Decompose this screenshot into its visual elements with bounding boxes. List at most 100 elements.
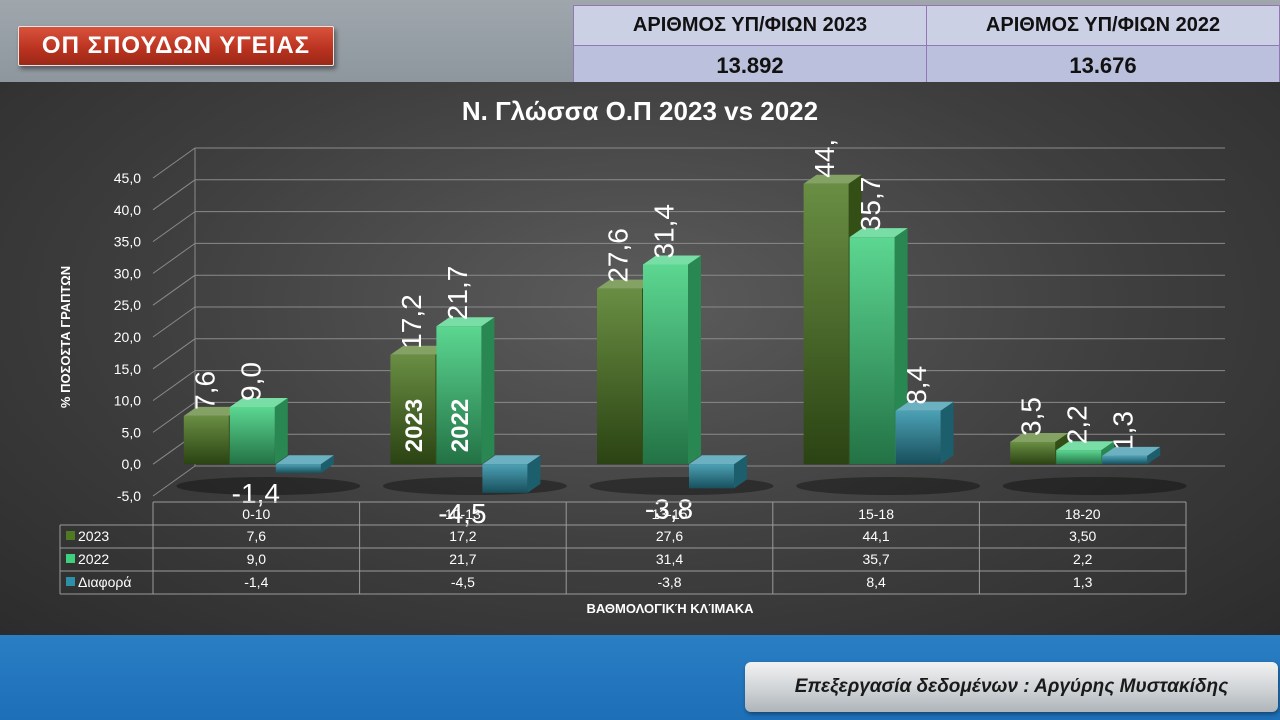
x-axis-label: ΒΑΘΜΟΛΟΓΙΚΉ ΚΛΊΜΑΚΑ [587, 601, 755, 616]
bar-top [1102, 446, 1161, 456]
table-cell: 21,7 [449, 551, 476, 567]
bar-top [390, 345, 449, 355]
bar-top [482, 455, 541, 465]
x-tick-label: 18-20 [1065, 506, 1101, 522]
bar-top [643, 255, 701, 265]
candidates-table: ΑΡΙΘΜΟΣ ΥΠ/ΦΙΩΝ 2023 ΑΡΙΘΜΟΣ ΥΠ/ΦΙΩΝ 202… [573, 5, 1280, 86]
bar-top [275, 455, 334, 465]
bar-side [320, 455, 334, 474]
bar [229, 406, 275, 465]
data-label: 1,3 [1108, 411, 1139, 450]
subject-badge: ΟΠ ΣΠΟΥΔΩΝ ΥΓΕΙΑΣ [18, 26, 334, 66]
bar-shadow [176, 477, 361, 495]
bar [390, 354, 436, 465]
gridline-depth [152, 274, 196, 306]
legend-entry: 2022 [78, 551, 109, 567]
bar-side [481, 317, 495, 465]
x-tick-label: 15-18 [858, 506, 894, 522]
legend-swatch [66, 554, 75, 563]
chart-panel: 45,0 40,0 35,0 30,0 25,0 20,0 15,0 10,0 5,0 0,0 -5… [0, 82, 1280, 635]
table-cell: 9,0 [247, 551, 267, 567]
bar-top [183, 406, 242, 416]
y-axis-label: % ΠΟΣΟΣΤΑ ΓΡΑΠΤΩΝ [58, 266, 73, 408]
bar [597, 288, 642, 465]
label-layer: 7,6 9,0 -1,4 17,2 21,7 -4,5 27,6 31,4 -3,8 44, 35,… [189, 139, 1138, 529]
y-tick-label: 25,0 [114, 297, 141, 313]
subject-badge-label: ΟΠ ΣΠΟΥΔΩΝ ΥΓΕΙΑΣ [41, 32, 311, 59]
y-tick-label: 35,0 [114, 234, 141, 250]
y-tick-label: 45,0 [114, 170, 141, 186]
table-cell: 2,2 [1073, 551, 1093, 567]
candidates-2023-value: 13.892 [573, 45, 927, 86]
table-cell: 17,2 [449, 528, 476, 544]
y-tick-label: 0,0 [122, 456, 142, 472]
bar [1010, 441, 1056, 465]
bar [275, 464, 321, 474]
data-label: 7,6 [189, 371, 220, 410]
y-tick-label: 5,0 [122, 424, 142, 440]
bar-side [734, 455, 747, 489]
gridline-depth [152, 179, 196, 211]
y-tick-label: 40,0 [114, 202, 141, 218]
data-label: 21,7 [442, 266, 473, 321]
bar-layer [183, 174, 1161, 493]
bar-chart: 45,0 40,0 35,0 30,0 25,0 20,0 15,0 10,0 5,0 0,0 -5… [58, 96, 1225, 616]
gridline-depth [152, 465, 196, 497]
bar-annotation: 2023 [401, 399, 428, 452]
data-label: 35,7 [855, 177, 886, 232]
table-cell: 44,1 [862, 528, 889, 544]
bar-top [1010, 432, 1069, 442]
legend-entry: 2023 [78, 528, 109, 544]
data-table: 0-10 10-13 13-15 15-18 18-20 2023 7,6 17,2 27,6 4… [59, 501, 1187, 595]
bar-side [1147, 446, 1161, 465]
bar [482, 464, 528, 493]
bar-top [849, 228, 908, 238]
bar-side [940, 401, 954, 465]
data-label: 31,4 [649, 204, 680, 259]
data-label: 17,2 [396, 294, 427, 349]
gridline-depth [152, 370, 196, 402]
bar-annotation: 2022 [447, 399, 474, 452]
bar-top [1056, 441, 1115, 451]
bar [643, 264, 688, 465]
y-tick-label: -5,0 [117, 488, 141, 504]
chart-title: Ν. Γλώσσα Ο.Π 2023 vs 2022 [462, 96, 818, 126]
x-tick-label: 10-13 [445, 506, 481, 522]
data-label: 3,5 [1016, 397, 1047, 436]
data-label: 2,2 [1062, 405, 1093, 444]
table-cell: 7,6 [247, 528, 267, 544]
y-tick-label: 15,0 [114, 361, 141, 377]
table-cell: 8,4 [866, 574, 886, 590]
table-cell: -1,4 [244, 574, 268, 590]
bar-side [274, 397, 288, 465]
bar-side [527, 455, 541, 493]
table-cell: 31,4 [656, 551, 683, 567]
table-cell: -4,5 [451, 574, 475, 590]
gridline-depth [152, 242, 196, 274]
data-label: 8,4 [901, 366, 932, 405]
bar-shadow [796, 477, 981, 495]
y-tick-label: 30,0 [114, 265, 141, 281]
data-label: 9,0 [235, 362, 266, 401]
bar-top [229, 397, 288, 407]
bar [803, 183, 849, 465]
candidates-2023-header: ΑΡΙΘΜΟΣ ΥΠ/ΦΙΩΝ 2023 [573, 5, 927, 46]
gridline-depth [152, 147, 196, 179]
gridline-depth [152, 338, 196, 370]
table-cell: 35,7 [862, 551, 889, 567]
bar [895, 410, 941, 465]
data-label: -1,4 [232, 478, 280, 509]
y-tick-label: 10,0 [114, 393, 141, 409]
bar-top [895, 401, 954, 411]
credits-box: Επεξεργασία δεδομένων : Αργύρης Μυστακίδ… [745, 662, 1278, 712]
credits-text: Επεξεργασία δεδομένων : Αργύρης Μυστακίδ… [794, 676, 1229, 697]
gridline-depth [152, 306, 196, 338]
data-label: -4,5 [438, 498, 486, 529]
data-label: 27,6 [603, 228, 634, 283]
table-cell: 3,50 [1069, 528, 1096, 544]
legend-swatch [66, 577, 75, 586]
bar [1102, 455, 1148, 465]
candidates-2022-header: ΑΡΙΘΜΟΣ ΥΠ/ΦΙΩΝ 2022 [926, 5, 1280, 46]
data-label: 44, [809, 139, 840, 178]
bar [183, 415, 229, 465]
